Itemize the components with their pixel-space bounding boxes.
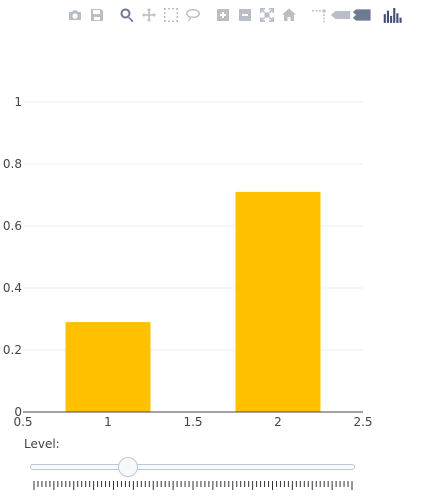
level-slider-handle[interactable] [118, 457, 138, 477]
camera-icon[interactable] [64, 4, 85, 25]
zoom-in-icon[interactable] [212, 4, 233, 25]
level-slider-track[interactable] [30, 464, 355, 470]
spike-lines-icon[interactable] [308, 4, 329, 25]
x-tick-label: 2.5 [353, 415, 372, 429]
zoom-out-icon[interactable] [234, 4, 255, 25]
x-tick-labels: 0.5 1 1.5 2 2.5 [13, 415, 372, 429]
bars [65, 191, 321, 412]
y-tick-labels: 0 0.2 0.4 0.6 0.8 1 [3, 95, 22, 419]
hover-closest-icon[interactable] [330, 4, 351, 25]
y-tick-label: 0.8 [3, 157, 22, 171]
box-select-icon[interactable] [160, 4, 181, 25]
bar[interactable] [235, 191, 321, 412]
y-tick-label: 1 [14, 95, 22, 109]
bar[interactable] [65, 322, 151, 412]
zoom-icon[interactable] [116, 4, 137, 25]
y-tick-label: 0.2 [3, 343, 22, 357]
reset-axes-icon[interactable] [278, 4, 299, 25]
y-tick-label: 0 [14, 405, 22, 419]
modebar [64, 4, 405, 25]
x-tick-label: 1 [104, 415, 112, 429]
plotly-logo-icon[interactable] [382, 4, 403, 25]
autoscale-icon[interactable] [256, 4, 277, 25]
y-tick-label: 0.4 [3, 281, 22, 295]
x-tick-label: 0.5 [13, 415, 32, 429]
pan-icon[interactable] [138, 4, 159, 25]
hover-compare-icon[interactable] [352, 4, 373, 25]
save-icon[interactable] [86, 4, 107, 25]
slider-label: Level: [24, 437, 60, 451]
x-tick-label: 1.5 [183, 415, 202, 429]
y-tick-label: 0.6 [3, 219, 22, 233]
x-tick-label: 2 [274, 415, 282, 429]
